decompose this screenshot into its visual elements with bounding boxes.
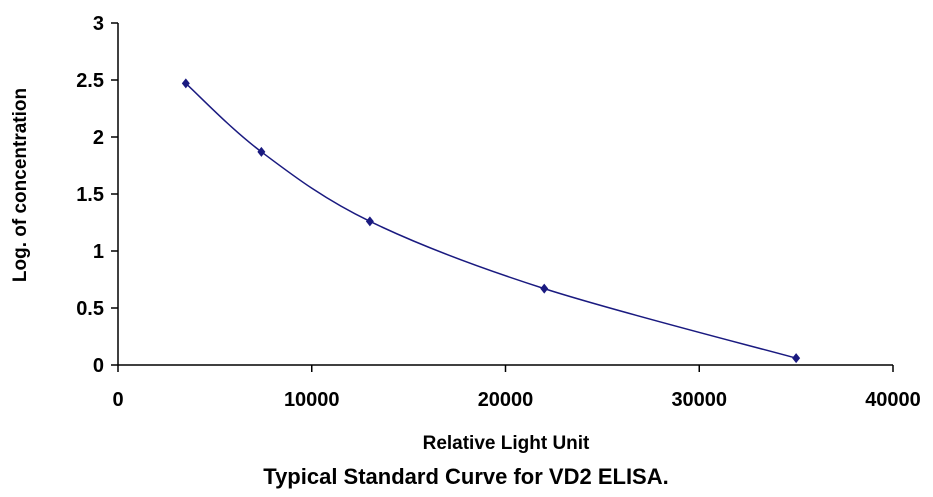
y-tick-label: 3 (93, 13, 104, 35)
y-tick-label: 0 (93, 355, 104, 377)
y-axis-title: Log. of concentration (10, 88, 31, 282)
y-tick-label: 2 (93, 127, 104, 149)
y-tick-label: 1.5 (76, 184, 104, 206)
x-tick-label: 40000 (865, 389, 921, 411)
fit-curve (185, 82, 797, 359)
y-tick-label: 2.5 (76, 70, 104, 92)
data-point (792, 353, 801, 364)
data-point (365, 216, 374, 227)
y-tick-label: 0.5 (76, 298, 104, 320)
data-point (181, 78, 190, 89)
x-axis-title: Relative Light Unit (423, 433, 590, 454)
x-axis-ticks: 0 10000 20000 30000 40000 (112, 365, 921, 411)
data-points (181, 78, 801, 364)
chart-caption: Typical Standard Curve for VD2 ELISA. (263, 464, 668, 489)
x-tick-label: 10000 (284, 389, 340, 411)
y-tick-label: 1 (93, 241, 104, 263)
data-point (257, 146, 266, 157)
x-tick-label: 20000 (478, 389, 534, 411)
x-tick-label: 30000 (671, 389, 727, 411)
y-axis-ticks: 0 0.5 1 1.5 2 2.5 3 (76, 13, 118, 377)
axes (117, 23, 893, 366)
x-tick-label: 0 (112, 389, 123, 411)
data-point (540, 283, 549, 294)
